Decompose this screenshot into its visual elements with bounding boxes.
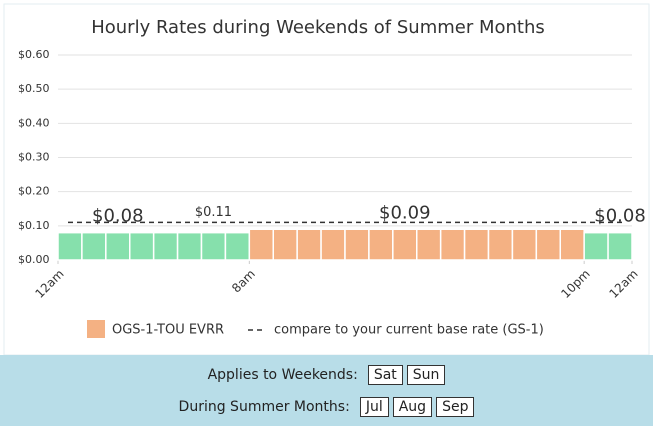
bar xyxy=(272,228,298,261)
y-tick-label: $0.00 xyxy=(18,253,50,266)
bar xyxy=(368,228,394,261)
legend-label: compare to your current base rate (GS-1) xyxy=(274,323,544,338)
y-tick-label: $0.40 xyxy=(18,116,50,129)
bar xyxy=(248,228,274,261)
value-label: $0.08 xyxy=(92,206,144,227)
bar xyxy=(200,231,227,261)
y-tick-label: $0.60 xyxy=(18,48,50,61)
bar xyxy=(559,228,585,261)
filter-button[interactable]: Sun xyxy=(406,365,446,385)
value-label: $0.09 xyxy=(379,202,431,223)
filter-button[interactable]: Jul xyxy=(359,397,389,417)
bar xyxy=(176,231,203,261)
filter-label: During Summer Months: xyxy=(178,399,350,415)
bar xyxy=(152,231,179,261)
filter-row: During Summer Months: Jul Aug Sep xyxy=(0,397,653,417)
filter-row: Applies to Weekends: Sat Sun xyxy=(0,365,653,385)
legend-label: OGS-1-TOU EVRR xyxy=(112,323,224,338)
bar xyxy=(224,231,251,261)
reference-label: $0.11 xyxy=(195,205,232,220)
y-tick-label: $0.50 xyxy=(18,82,50,95)
bar xyxy=(81,231,107,261)
filter-label: Applies to Weekends: xyxy=(207,367,358,383)
y-tick-label: $0.20 xyxy=(18,185,50,198)
legend-swatch xyxy=(87,320,105,338)
bar xyxy=(320,228,346,261)
bar xyxy=(511,228,538,261)
bar xyxy=(583,231,609,261)
bar xyxy=(296,228,322,261)
value-label: $0.08 xyxy=(594,206,646,227)
filter-button[interactable]: Sat xyxy=(367,365,403,385)
y-tick-label: $0.10 xyxy=(18,219,50,232)
chart-frame xyxy=(3,3,650,355)
chart-title: Hourly Rates during Weekends of Summer M… xyxy=(91,17,545,38)
chart: Hourly Rates during Weekends of Summer M… xyxy=(3,3,650,355)
filter-button[interactable]: Aug xyxy=(392,397,433,417)
y-tick-label: $0.30 xyxy=(18,151,50,164)
bar xyxy=(463,228,490,261)
bar xyxy=(129,231,155,261)
bar xyxy=(416,228,442,261)
bar xyxy=(392,228,418,261)
bar xyxy=(439,228,466,261)
filter-panel: Applies to Weekends: Sat Sun During Summer … xyxy=(0,355,653,426)
filter-button[interactable]: Sep xyxy=(436,397,475,417)
bar xyxy=(535,228,561,261)
bar xyxy=(344,228,370,261)
bar xyxy=(57,231,83,261)
bar xyxy=(487,228,514,261)
bar xyxy=(105,231,131,261)
bar xyxy=(607,231,633,261)
